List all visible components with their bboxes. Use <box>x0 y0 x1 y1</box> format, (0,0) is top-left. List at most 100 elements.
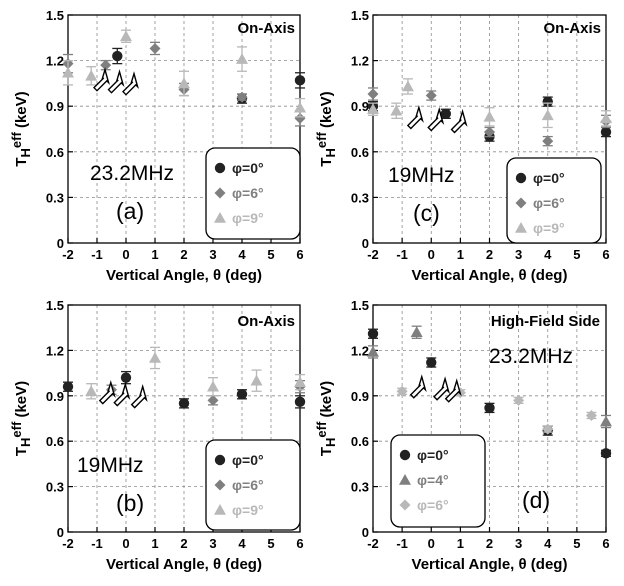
series-triangle <box>85 346 306 400</box>
x-axis-label: Vertical Angle, θ (deg) <box>412 556 568 573</box>
y-tick-label: 0.6 <box>351 434 369 449</box>
panel-title: On-Axis <box>543 20 601 37</box>
panel-d: 0 0.3 0.6 0.9 1.2 1.5 -2 -1 0 1 2 3 4 5 6 Vertical Angl… <box>314 298 612 573</box>
panel-title: High-Field Side <box>491 313 600 330</box>
panel-letter: (d) <box>522 487 550 513</box>
data-point <box>390 104 403 116</box>
series-diamond <box>367 87 612 147</box>
x-tick-label: 0 <box>122 536 129 551</box>
y-tick-label: 0.3 <box>46 480 64 495</box>
data-point <box>585 409 597 421</box>
data-point <box>484 126 495 138</box>
data-point <box>85 385 98 397</box>
y-axis-label: THeff (keV) <box>314 91 338 166</box>
legend-label: φ=4° <box>417 472 449 488</box>
data-point <box>207 394 219 406</box>
x-tick-label: 6 <box>602 247 609 262</box>
data-point <box>542 135 554 147</box>
y-tick-label: 1.5 <box>46 8 64 23</box>
x-tick-label: 4 <box>544 247 552 262</box>
data-point <box>600 126 612 138</box>
data-point <box>600 415 612 427</box>
data-point <box>294 396 306 408</box>
frequency-label: 23.2MHz <box>489 345 573 368</box>
data-point <box>250 374 263 386</box>
panel-title: On-Axis <box>237 20 295 37</box>
x-tick-label: 1 <box>457 536 464 551</box>
x-tick-label: 1 <box>151 247 158 262</box>
panel-letter: (b) <box>116 490 144 516</box>
series-triangle <box>367 78 612 129</box>
series-diamond <box>396 385 597 435</box>
series-triangle <box>367 325 612 429</box>
legend-label: φ=6° <box>232 185 264 201</box>
x-tick-label: 5 <box>573 247 580 262</box>
data-point <box>62 66 74 78</box>
data-point <box>367 88 379 100</box>
y-axis-label: THeff (keV) <box>9 91 33 166</box>
y-tick-label: 0.6 <box>46 434 64 449</box>
annotation-arrow <box>427 106 445 132</box>
legend-marker <box>399 474 411 485</box>
x-tick-label: 6 <box>296 247 303 262</box>
x-tick-label: -2 <box>367 247 379 262</box>
frequency-label: 23.2MHz <box>90 162 174 185</box>
data-point <box>541 109 554 121</box>
x-tick-label: -1 <box>396 536 408 551</box>
x-tick-label: 2 <box>180 536 187 551</box>
data-point <box>236 53 248 64</box>
x-tick-label: 4 <box>238 536 246 551</box>
y-tick-label: 0.9 <box>46 99 64 114</box>
data-point <box>236 389 248 400</box>
legend-label: φ=0° <box>232 160 264 176</box>
data-point <box>401 80 414 92</box>
x-tick-label: -2 <box>62 247 74 262</box>
x-axis-label: Vertical Angle, θ (deg) <box>412 267 568 284</box>
data-point <box>425 90 437 102</box>
y-tick-label: 1.5 <box>351 298 369 313</box>
x-tick-label: 4 <box>238 247 246 262</box>
annotation-arrow <box>444 378 462 403</box>
annotation-arrow <box>450 108 468 134</box>
data-point <box>600 112 612 124</box>
data-point <box>367 103 379 115</box>
data-point <box>367 328 379 339</box>
legend-label: φ=9° <box>232 502 264 518</box>
legend-box <box>506 157 602 244</box>
data-point <box>600 448 612 459</box>
y-tick-label: 0.9 <box>351 99 369 114</box>
legend-marker <box>515 197 527 209</box>
data-point <box>100 59 112 71</box>
annotation-arrow <box>122 71 139 96</box>
series-triangle <box>62 29 306 118</box>
legend-marker <box>515 222 527 233</box>
x-tick-label: 2 <box>486 536 493 551</box>
legend-label: φ=6° <box>232 477 264 493</box>
x-axis-label: Vertical Angle, θ (deg) <box>106 267 262 284</box>
y-tick-label: 0.6 <box>46 145 64 160</box>
panel-title: On-Axis <box>237 313 295 330</box>
legend-box <box>390 434 486 528</box>
panel-a: 0 0.3 0.6 0.9 1.2 1.5 -2 -1 0 1 2 3 4 5 6 Vertical Angl… <box>9 8 306 284</box>
annotation-arrow <box>406 104 424 130</box>
frequency-label: 19MHz <box>77 454 144 477</box>
data-point <box>149 42 161 54</box>
y-tick-label: 0.3 <box>351 190 369 205</box>
data-point <box>178 398 190 409</box>
panel-c: 0 0.3 0.6 0.9 1.2 1.5 -2 -1 0 1 2 3 4 5 6 Vertical Angl… <box>314 8 612 284</box>
x-tick-label: 3 <box>515 247 522 262</box>
legend-marker <box>399 499 411 511</box>
annotation-arrow <box>98 380 116 405</box>
y-tick-label: 0.9 <box>351 389 369 404</box>
data-point <box>120 372 132 383</box>
x-tick-label: 5 <box>267 247 274 262</box>
data-point <box>207 380 219 392</box>
annotation-arrow <box>93 67 110 92</box>
data-point <box>294 376 306 387</box>
x-tick-label: 4 <box>544 536 552 551</box>
data-point <box>426 357 437 368</box>
y-tick-label: 0 <box>57 525 64 540</box>
legend-marker <box>214 212 226 223</box>
legend-label: φ=0° <box>533 170 565 186</box>
data-point <box>112 50 123 62</box>
